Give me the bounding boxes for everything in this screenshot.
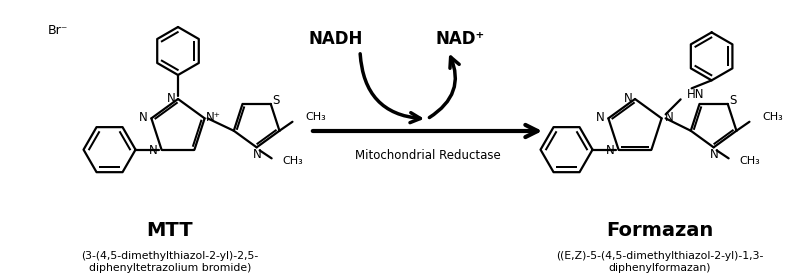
Text: CH₃: CH₃ — [739, 156, 760, 166]
Text: ((E,Z)-5-(4,5-dimethylthiazol-2-yl)-1,3-
diphenylformazan): ((E,Z)-5-(4,5-dimethylthiazol-2-yl)-1,3-… — [556, 251, 764, 273]
Text: S: S — [729, 94, 736, 107]
Text: N: N — [139, 111, 148, 124]
FancyArrowPatch shape — [429, 57, 460, 117]
Text: N: N — [665, 111, 674, 124]
Text: N: N — [606, 144, 615, 157]
FancyArrowPatch shape — [360, 54, 421, 123]
Text: N: N — [623, 92, 632, 105]
Text: MTT: MTT — [147, 222, 193, 240]
Text: N: N — [596, 111, 605, 124]
Text: CH₃: CH₃ — [305, 112, 326, 122]
Text: N: N — [710, 148, 719, 161]
Text: Mitochondrial Reductase: Mitochondrial Reductase — [355, 149, 501, 162]
Text: N⁺: N⁺ — [206, 111, 221, 124]
Text: NADH: NADH — [308, 30, 363, 48]
Text: HN: HN — [687, 88, 704, 101]
Text: N: N — [167, 92, 176, 105]
Text: N: N — [254, 148, 262, 161]
Text: N: N — [149, 144, 158, 157]
Text: NAD⁺: NAD⁺ — [436, 30, 485, 48]
Text: CH₃: CH₃ — [762, 112, 783, 122]
Text: CH₃: CH₃ — [283, 156, 304, 166]
Text: (3-(4,5-dimethylthiazol-2-yl)-2,5-
diphenyltetrazolium bromide): (3-(4,5-dimethylthiazol-2-yl)-2,5- diphe… — [81, 251, 258, 273]
Text: Formazan: Formazan — [607, 222, 714, 240]
Text: S: S — [272, 94, 279, 107]
Text: Br⁻: Br⁻ — [48, 25, 68, 37]
